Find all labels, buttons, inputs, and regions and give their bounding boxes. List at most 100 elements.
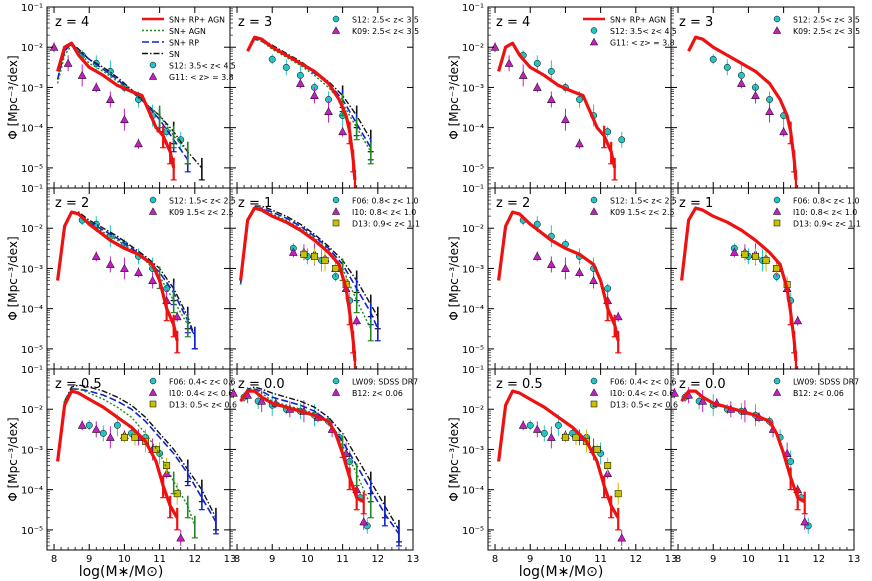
obs-point-olive — [311, 252, 318, 260]
panel-left-r2-c0: 8 9 10 11 12 13 10⁻¹ 10⁻² 10⁻³ 10⁻⁴ 10⁻⁵ Φ [Mpc⁻³/d… — [6, 365, 237, 565]
y-tick-label: 10⁻⁴ — [462, 305, 484, 316]
obs-point-magenta — [172, 312, 182, 321]
y-tick-label: 10⁻⁵ — [21, 345, 43, 356]
y-tick-label: 10⁻³ — [21, 445, 43, 456]
y-tick-label: 10⁻¹ — [21, 184, 43, 195]
obs-point-olive — [752, 252, 759, 260]
panel-right-r0-c0: 10⁻¹ 10⁻² 10⁻³ 10⁻⁴ 10⁻⁵ Φ [Mpc⁻³/dex] z = 4 SN… — [447, 3, 677, 189]
obs-point-olive — [614, 490, 622, 498]
obs-point-cyan — [85, 421, 93, 429]
legend-label: D13: 0.9< z< 1.1 — [793, 220, 861, 229]
legend-marker-magenta — [589, 207, 599, 215]
legend-label: I10: 0.8< z< 1.0 — [352, 208, 416, 217]
plot-area — [497, 389, 627, 546]
y-tick-label: 10⁻¹ — [462, 365, 484, 376]
obs-point-magenta — [518, 70, 528, 79]
obs-point-magenta — [310, 90, 319, 99]
panel-right-r2-c0: 8 9 10 11 12 13 10⁻¹ 10⁻² 10⁻³ 10⁻⁴ 10⁻⁵ Φ [Mpc⁻³/d… — [447, 365, 678, 565]
x-tick-label: 12 — [188, 554, 201, 565]
x-tick-label: 8 — [51, 554, 57, 565]
obs-point-cyan — [554, 421, 562, 429]
x-tick-label: 12 — [371, 554, 384, 565]
x-axis-label-left: log(M∗/M⊙) — [79, 564, 164, 580]
legend-marker-cyan — [590, 377, 598, 385]
model-line-rp — [56, 388, 217, 523]
y-tick-label: 10⁻³ — [21, 83, 43, 94]
plot-area — [490, 41, 626, 181]
plot-area — [49, 41, 205, 181]
obs-point-magenta — [546, 94, 556, 103]
obs-point-magenta — [257, 396, 267, 405]
legend-marker-cyan — [149, 377, 157, 385]
x-tick-label: 9 — [710, 554, 716, 565]
model-line-full — [680, 389, 806, 504]
legend-marker-cyan — [332, 377, 340, 385]
legend-marker-olive — [773, 219, 781, 227]
legend-marker-cyan — [332, 196, 340, 204]
x-tick-label: 10 — [301, 554, 314, 565]
obs-point-magenta — [793, 316, 803, 325]
x-tick-label: 13 — [848, 554, 861, 565]
redshift-label: z = 1 — [238, 196, 272, 211]
obs-point-magenta — [613, 312, 623, 321]
obs-point-magenta — [176, 533, 186, 542]
model-line-sn — [246, 36, 372, 141]
legend-marker-magenta — [772, 207, 782, 215]
legend-label: K09: 2.5< z< 3.5 — [793, 27, 860, 36]
obs-point-magenta — [575, 267, 584, 276]
obs-point-olive — [773, 264, 781, 272]
legend-marker-magenta — [589, 388, 599, 396]
obs-point-magenta — [91, 424, 101, 433]
legend-label: K09 1.5< z< 2.5 — [610, 208, 674, 217]
panel-right-r1-c0: 10⁻¹ 10⁻² 10⁻³ 10⁻⁴ 10⁻⁵ Φ [Mpc⁻³/dex] z = 2 S1… — [447, 184, 677, 370]
legend-marker-magenta — [772, 26, 782, 34]
y-tick-label: 10⁻⁵ — [462, 164, 484, 175]
legend-marker-magenta — [148, 207, 158, 215]
obs-point-olive — [561, 433, 569, 441]
y-axis-label: Φ [Mpc⁻³/dex] — [6, 55, 20, 139]
obs-point-magenta — [91, 251, 101, 260]
obs-point-cyan — [526, 421, 534, 429]
model-line-agn — [56, 388, 196, 527]
x-tick-label: 9 — [86, 554, 92, 565]
y-tick-label: 10⁻⁵ — [462, 526, 484, 537]
obs-point-magenta — [105, 432, 115, 441]
y-tick-label: 10⁻³ — [21, 264, 43, 275]
plot-area — [246, 35, 374, 188]
legend-label: K09: 2.5< z< 3.5 — [352, 27, 419, 36]
legend-label: K09 1.5< z< 2.5 — [169, 208, 233, 217]
model-line-full — [497, 41, 617, 169]
y-tick-label: 10⁻⁴ — [21, 124, 43, 135]
legend-label: F06: 0.4< z< 0.6 — [169, 378, 235, 387]
model-line-full — [680, 206, 798, 362]
obs-point-magenta — [589, 275, 599, 284]
x-axis-label-right: log(M∗/M⊙) — [519, 564, 604, 580]
plot-area — [497, 210, 623, 354]
model-line-full — [56, 210, 179, 342]
obs-point-magenta — [352, 316, 362, 325]
obs-point-magenta — [504, 58, 514, 67]
obs-point-magenta — [546, 259, 556, 268]
x-tick-label: 8 — [675, 554, 681, 565]
obs-point-olive — [321, 256, 329, 264]
obs-point-magenta — [532, 251, 542, 260]
obs-point-cyan — [604, 128, 612, 136]
redshift-label: z = 4 — [55, 15, 89, 30]
x-tick-label: 8 — [234, 554, 240, 565]
obs-point-cyan — [547, 67, 555, 75]
legend-label: G11: < z> = 3.8 — [610, 39, 675, 48]
y-axis-label: Φ [Mpc⁻³/dex] — [447, 236, 461, 320]
y-axis-label: Φ [Mpc⁻³/dex] — [6, 236, 20, 320]
model-line-sn — [239, 386, 400, 531]
obs-point-olive — [572, 433, 580, 441]
y-tick-label: 10⁻² — [21, 224, 43, 235]
model-line-rp — [239, 388, 400, 535]
y-tick-label: 10⁻⁴ — [21, 305, 43, 316]
obs-point-magenta — [63, 58, 73, 67]
legend-marker-cyan — [149, 61, 157, 69]
obs-point-magenta — [671, 388, 679, 397]
obs-point-magenta — [91, 82, 101, 91]
obs-point-cyan — [99, 429, 107, 437]
legend-label: F06: 0.4< z< 0.6 — [610, 378, 676, 387]
